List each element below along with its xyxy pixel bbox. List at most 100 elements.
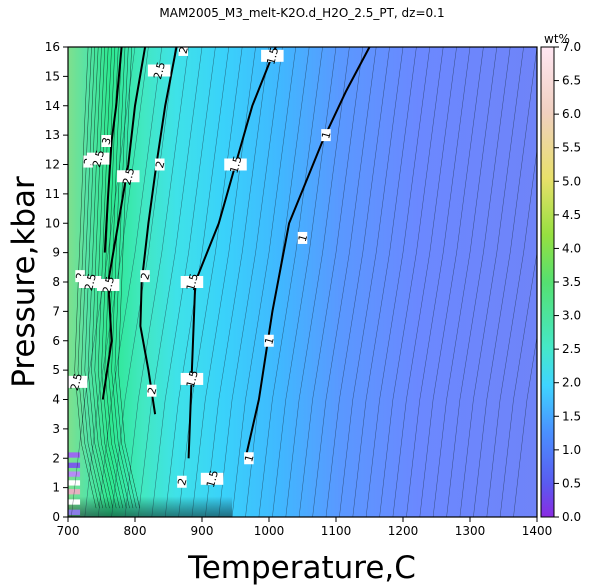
x-tick-label: 1400 — [522, 524, 553, 538]
thin-contour — [272, 47, 337, 517]
contour-label-bg — [117, 170, 140, 183]
contour-label: 2.5 — [96, 275, 120, 295]
colorbar-tick-label: 4.0 — [562, 241, 581, 255]
thin-contour — [138, 47, 203, 517]
contour-label: 2 — [145, 384, 159, 397]
contour-label-text: 2.5 — [90, 149, 107, 169]
y-tick-label: 0 — [52, 510, 60, 524]
contour-label: 1 — [319, 129, 334, 142]
thin-contour — [339, 47, 404, 517]
thin-contour — [419, 47, 484, 517]
thin-contour — [298, 47, 364, 517]
contour-label: 1.5 — [224, 154, 247, 175]
plot-area: 11111.51.51.51.51.522222222.52.52.52.52.… — [68, 45, 537, 517]
y-axis-label: Pressure,kbar — [6, 176, 42, 388]
colorbar-tick-label: 0.5 — [562, 476, 581, 490]
contour-label-bg — [96, 278, 120, 291]
contour-label-bg — [200, 472, 224, 485]
y-tick-label: 2 — [52, 451, 60, 465]
colorbar-tick-label: 7.0 — [562, 40, 581, 54]
contour-label-bg — [180, 276, 204, 288]
colorbar-tick-label: 1.5 — [562, 409, 581, 423]
contour-line — [103, 47, 123, 253]
contour-label-bg — [177, 475, 187, 488]
contour-label: 2 — [175, 475, 190, 488]
y-tick-label: 16 — [45, 40, 60, 54]
thin-contour — [101, 47, 124, 509]
x-tick-label: 1200 — [388, 524, 419, 538]
thin-contour — [164, 47, 230, 517]
thin-contour — [114, 47, 137, 509]
thin-contour — [486, 148, 537, 517]
y-tick-label: 10 — [45, 216, 60, 230]
heatmap-stripe — [68, 452, 81, 458]
contour-label-bg — [140, 270, 150, 283]
contour-label-text: 1.5 — [264, 46, 281, 66]
colorbar-label: wt% — [544, 32, 570, 46]
thin-contour — [205, 47, 270, 517]
y-tick-label: 15 — [45, 69, 60, 83]
x-tick-label: 900 — [191, 524, 214, 538]
contour-label-text: 2.5 — [100, 275, 117, 295]
heatmap-low-pressure-band — [68, 496, 233, 517]
thin-contour — [379, 47, 444, 517]
contour-label-text: 1 — [296, 233, 310, 243]
chart-title: MAM2005_M3_melt-K2O.d_H2O_2.5_PT, dz=0.1 — [159, 6, 444, 20]
y-tick-label: 4 — [52, 393, 60, 407]
thin-contour — [432, 47, 498, 517]
contour-label-text: 2.5 — [68, 372, 85, 392]
contour-label-bg — [180, 372, 204, 385]
thin-contour — [258, 47, 323, 517]
contour-label: 1 — [262, 334, 277, 347]
thin-contour — [392, 47, 457, 517]
contour-line — [244, 47, 371, 459]
contour-label: 1.5 — [180, 272, 204, 292]
contour-label: 2 — [177, 45, 191, 56]
contour-label: 2.5 — [147, 60, 171, 81]
y-tick-label: 14 — [45, 99, 60, 113]
x-tick-label: 1300 — [455, 524, 486, 538]
contour-label-text: 1.5 — [204, 469, 221, 489]
contour-label-text: 2 — [145, 386, 159, 396]
contour-label: 2.5 — [68, 372, 88, 392]
x-tick-label: 800 — [124, 524, 147, 538]
y-tick-label: 1 — [52, 481, 60, 495]
y-tick-label: 13 — [45, 128, 60, 142]
y-tick-label: 12 — [45, 158, 60, 172]
contour-label-bg — [101, 135, 111, 147]
contour-label-text: 2.5 — [82, 272, 99, 292]
colorbar-tick-label: 5.0 — [562, 174, 581, 188]
heatmap-stripe — [68, 509, 81, 515]
thin-contour — [77, 47, 100, 509]
contour-label: 2.5 — [117, 166, 140, 187]
colorbar-tick-label: 0.0 — [562, 510, 581, 524]
x-tick-label: 1000 — [254, 524, 285, 538]
contour-label-bg — [224, 158, 247, 171]
thin-contour — [118, 47, 140, 509]
contour-label-text: 2 — [153, 160, 167, 170]
contour-label-bg — [321, 129, 331, 142]
thin-contour — [97, 47, 120, 509]
colorbar-tick-label: 3.0 — [562, 309, 581, 323]
thin-contour — [499, 250, 537, 517]
contour-label: 2 — [138, 270, 153, 283]
thin-contour — [325, 47, 390, 517]
contour-label: 2.5 — [86, 149, 110, 169]
contour-label-bg — [297, 231, 308, 244]
contour-label-text: 2 — [177, 45, 191, 55]
colorbar-ramp — [540, 46, 555, 518]
thin-contour — [365, 47, 431, 517]
contour-label-bg — [86, 152, 110, 165]
contour-label: 1 — [296, 231, 310, 244]
colorbar-tick-label: 2.5 — [562, 342, 581, 356]
thin-contour — [74, 47, 97, 509]
contour-label-text: 1.5 — [227, 154, 244, 174]
thin-contour — [124, 47, 189, 517]
colorbar-tick-label: 1.0 — [562, 443, 581, 457]
contour-label-text: 1.5 — [184, 272, 201, 292]
heatmap-stripe — [68, 471, 81, 477]
thin-contour — [84, 47, 107, 509]
contour-label-text: 3 — [99, 136, 113, 146]
contour-label-bg — [264, 334, 274, 347]
thin-contour — [178, 47, 243, 517]
